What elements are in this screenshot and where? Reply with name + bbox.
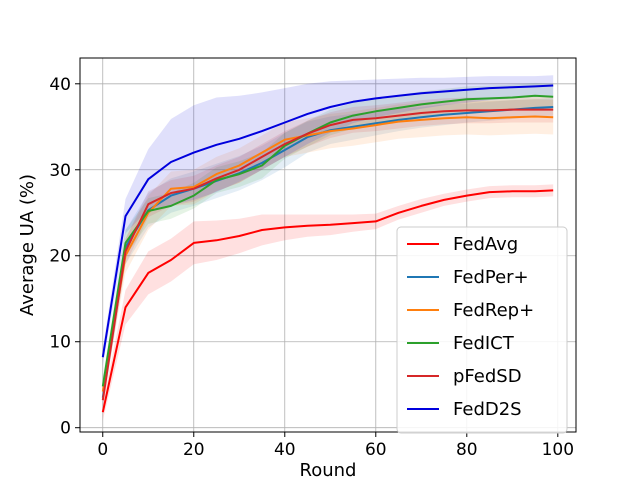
y-tick-label: 0 <box>60 419 71 439</box>
y-tick-label: 10 <box>49 333 71 353</box>
grid-lines <box>80 58 576 432</box>
band-fedavg <box>102 184 554 421</box>
y-tick-label: 30 <box>49 161 71 181</box>
legend-box <box>396 226 568 434</box>
legend-label: FedICT <box>453 333 515 354</box>
legend-label: FedD2S <box>453 399 522 420</box>
series-fedrep- <box>101 115 554 392</box>
series-pfedsd <box>101 108 554 401</box>
y-tick-label: 20 <box>49 247 71 267</box>
series-fedavg <box>101 189 554 413</box>
legend: FedAvg FedPer+ FedRep+ FedICT pFedSD FedD2S <box>396 226 568 434</box>
legend-label: FedAvg <box>453 234 518 255</box>
series-fedd2s <box>101 84 554 358</box>
series-lines <box>101 84 554 413</box>
x-tick-label: 20 <box>183 440 205 460</box>
plot-frame <box>79 57 577 433</box>
x-tick-label: 40 <box>274 440 296 460</box>
x-tick-label: 100 <box>542 440 574 460</box>
y-axis-label: Average UA (%) <box>17 174 38 316</box>
y-tick-label: 40 <box>49 75 71 95</box>
x-tick-label: 80 <box>456 440 478 460</box>
band-fedd2s <box>102 75 554 366</box>
x-axis-ticks: 0 20 40 60 80 100 <box>97 432 574 460</box>
x-tick-label: 60 <box>365 440 387 460</box>
y-axis-ticks: 0 10 20 30 40 <box>49 75 80 439</box>
x-axis-label: Round <box>300 460 357 480</box>
legend-label: FedPer+ <box>453 267 529 288</box>
legend-label: pFedSD <box>453 366 522 387</box>
x-tick-label: 0 <box>97 440 108 460</box>
legend-label: FedRep+ <box>453 300 534 321</box>
series-fedict <box>101 94 554 387</box>
